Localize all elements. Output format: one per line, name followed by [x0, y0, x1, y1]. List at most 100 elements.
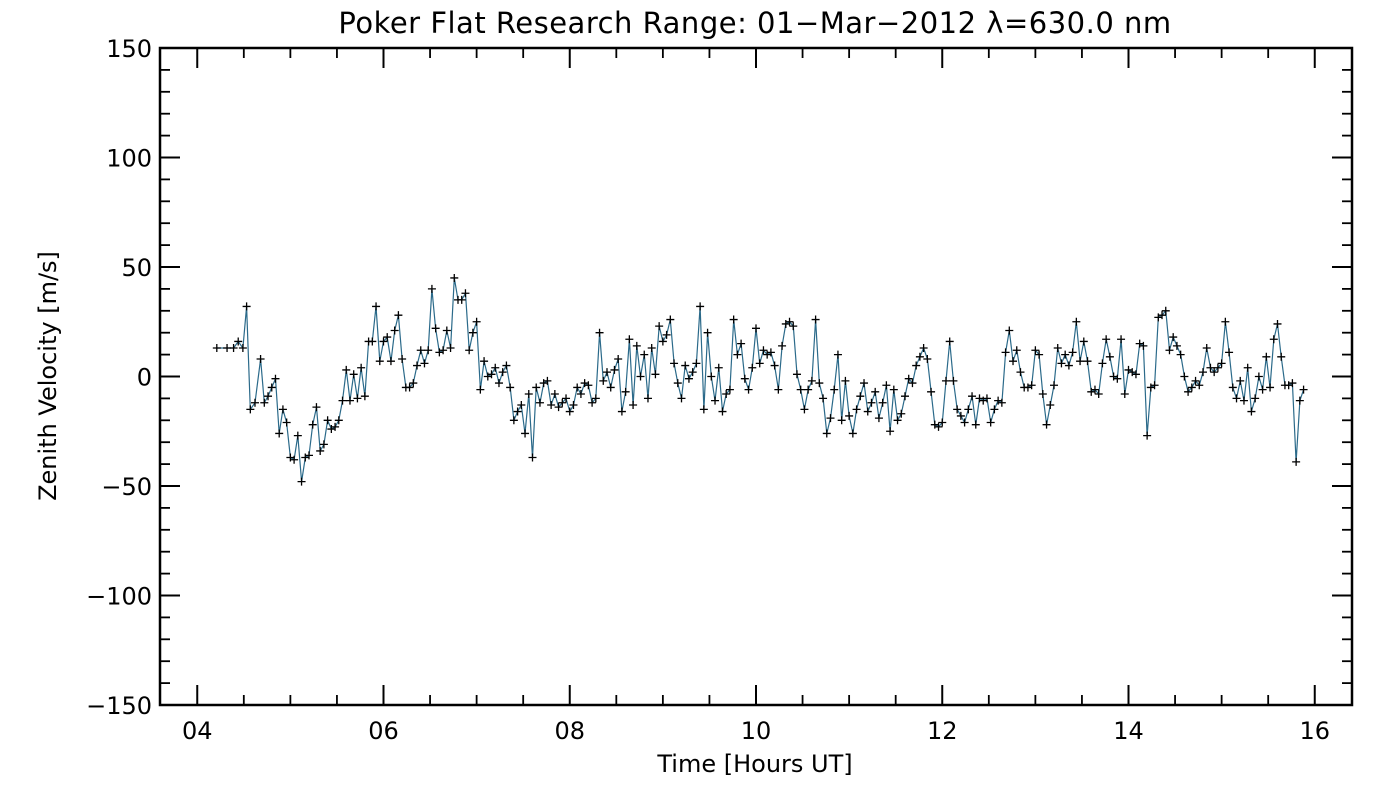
- data-point-marker: [606, 383, 615, 392]
- data-point-marker: [632, 341, 641, 350]
- data-point-marker: [696, 302, 705, 311]
- data-point-marker: [651, 370, 660, 379]
- data-point-marker: [658, 337, 667, 346]
- tick-labels: −150 −100 −50 0 50 100 150 04 06 08 10 12 14 16: [86, 35, 1330, 745]
- data-point-marker: [897, 409, 906, 418]
- data-point-marker: [424, 346, 433, 355]
- data-point-marker: [919, 344, 928, 353]
- data-point-marker: [1050, 381, 1058, 390]
- data-point-marker: [372, 302, 381, 311]
- data-point-marker: [242, 302, 251, 311]
- data-point-marker: [867, 398, 876, 407]
- data-point-marker: [532, 383, 541, 392]
- data-point-marker: [1236, 376, 1245, 385]
- data-point-marker: [349, 370, 358, 379]
- data-point-marker: [1266, 383, 1275, 392]
- data-point-marker: [591, 394, 600, 403]
- data-point-marker: [792, 370, 801, 379]
- data-point-marker: [982, 394, 991, 403]
- data-point-marker: [550, 390, 559, 399]
- data-point-marker: [1143, 431, 1152, 440]
- x-axis-title: Time [Hours UT]: [656, 750, 852, 778]
- data-point-marker: [1165, 346, 1174, 355]
- data-point-marker: [621, 387, 630, 396]
- data-point-marker: [528, 453, 537, 462]
- data-point-marker: [476, 385, 485, 394]
- data-point-marker: [826, 414, 835, 423]
- data-point-marker: [1012, 346, 1021, 355]
- data-point-marker: [964, 405, 973, 414]
- chart-title: Poker Flat Research Range: 01−Mar−2012 λ…: [338, 6, 1171, 40]
- data-point-marker: [595, 328, 604, 337]
- data-point-marker: [1232, 394, 1241, 403]
- data-point-marker: [677, 394, 686, 403]
- data-point-marker: [901, 392, 909, 401]
- data-point-marker: [413, 361, 422, 370]
- data-point-marker: [1217, 359, 1226, 368]
- data-point-marker: [603, 368, 611, 377]
- data-point-marker: [264, 392, 273, 401]
- data-point-marker: [1292, 457, 1301, 466]
- data-point-marker: [409, 379, 418, 388]
- data-point-marker: [1076, 357, 1085, 366]
- data-point-marker: [517, 400, 526, 409]
- data-point-marker: [1180, 372, 1189, 381]
- data-point-marker: [971, 420, 980, 429]
- data-point-marker: [1035, 350, 1044, 359]
- data-point-marker: [238, 344, 247, 353]
- data-point-marker: [383, 333, 392, 342]
- data-point-marker: [498, 368, 507, 377]
- data-point-marker: [1098, 359, 1107, 368]
- data-point-marker: [1213, 363, 1222, 372]
- data-point-marker: [819, 394, 828, 403]
- data-point-marker: [800, 405, 809, 414]
- data-point-marker: [684, 374, 693, 383]
- data-point-marker: [845, 411, 854, 420]
- data-point-marker: [774, 385, 783, 394]
- data-point-marker: [770, 361, 779, 370]
- data-point-marker: [487, 370, 496, 379]
- data-point-marker: [889, 385, 898, 394]
- data-point-marker: [1277, 352, 1286, 361]
- x-tick-label: 08: [554, 717, 585, 745]
- data-point-marker: [472, 317, 481, 326]
- data-point-marker: [1057, 359, 1066, 368]
- data-point-marker: [457, 295, 466, 304]
- data-point-marker: [375, 357, 384, 366]
- data-point-marker: [316, 446, 325, 455]
- x-tick-label: 16: [1299, 717, 1330, 745]
- data-point-marker: [1150, 381, 1159, 390]
- data-point-marker: [1239, 396, 1248, 405]
- data-point-marker: [558, 398, 567, 407]
- data-point-marker: [871, 387, 880, 396]
- velocity-series-line: [216, 277, 1305, 482]
- data-point-marker: [246, 405, 255, 414]
- data-point-marker: [267, 383, 276, 392]
- data-point-marker: [625, 335, 634, 344]
- data-point-marker: [934, 422, 943, 431]
- y-tick-label: 150: [106, 35, 152, 63]
- x-tick-label: 10: [741, 717, 772, 745]
- data-point-marker: [733, 350, 742, 359]
- data-point-marker: [1027, 381, 1036, 390]
- data-point-marker: [439, 346, 448, 355]
- x-tick-label: 12: [927, 717, 958, 745]
- axis-ticks: [160, 47, 1352, 706]
- data-point-marker: [334, 416, 343, 425]
- data-point-marker: [450, 273, 459, 282]
- data-point-marker: [815, 379, 824, 388]
- data-point-marker: [692, 359, 701, 368]
- data-point-marker: [1269, 335, 1278, 344]
- data-point-marker: [681, 361, 690, 370]
- data-point-marker: [357, 363, 366, 372]
- data-point-marker: [752, 324, 760, 333]
- data-point-marker: [234, 337, 243, 346]
- data-point-marker: [461, 289, 470, 298]
- data-point-marker: [688, 368, 697, 377]
- data-point-marker: [1042, 420, 1051, 429]
- data-point-marker: [778, 341, 787, 350]
- data-point-marker: [833, 350, 842, 359]
- data-point-marker: [748, 363, 757, 372]
- data-point-marker: [863, 407, 872, 416]
